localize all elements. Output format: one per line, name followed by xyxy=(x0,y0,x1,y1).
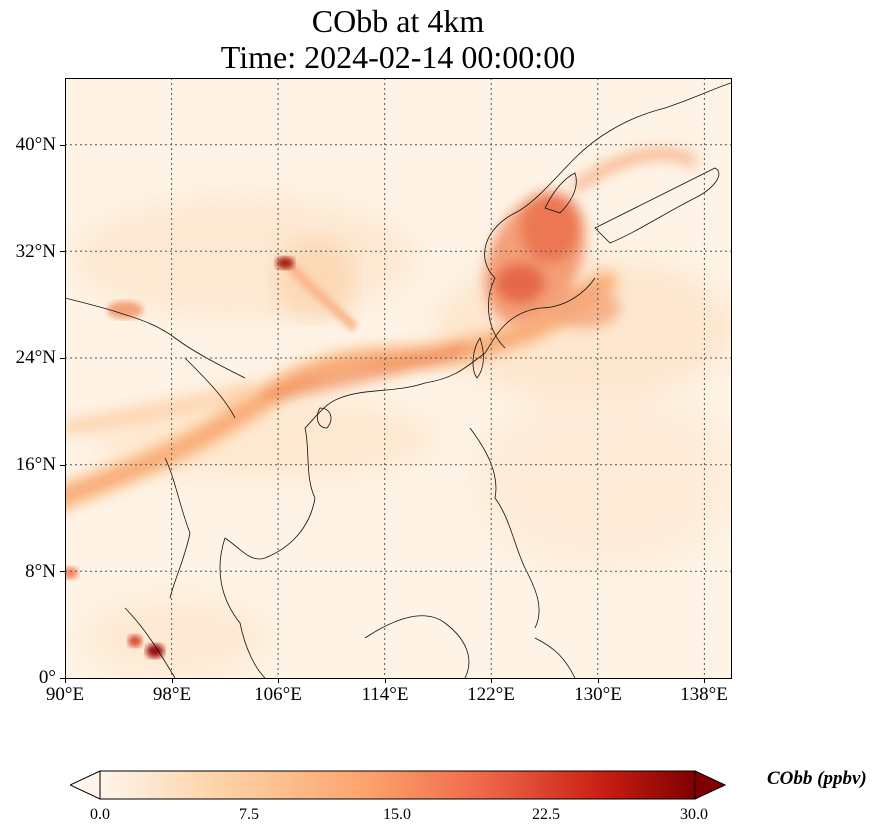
colorbar-tick-0: 0.0 xyxy=(90,806,110,823)
lat-tickmark xyxy=(60,251,65,252)
lon-tick-122e: 122°E xyxy=(467,684,515,705)
lon-tickmark xyxy=(385,678,386,683)
lat-tickmark xyxy=(60,465,65,466)
lon-tick-114e: 114°E xyxy=(361,684,409,705)
lat-tickmark xyxy=(60,145,65,146)
lat-tick-24n: 24°N xyxy=(15,347,56,368)
lon-tickmark xyxy=(65,678,66,683)
colorbar xyxy=(70,770,726,800)
colorbar-tick-30: 30.0 xyxy=(680,806,708,823)
lat-tickmark xyxy=(60,678,65,679)
lat-tick-0: 0° xyxy=(38,667,56,688)
lat-tickmark xyxy=(60,571,65,572)
colorbar-tick-22-5: 22.5 xyxy=(532,806,560,823)
lon-tickmark xyxy=(704,678,705,683)
lon-tick-106e: 106°E xyxy=(254,684,302,705)
korea-plume xyxy=(484,147,699,328)
colorbar-extend-min xyxy=(70,770,101,800)
lon-tick-98e: 98°E xyxy=(152,684,192,705)
lon-tickmark xyxy=(598,678,599,683)
colorbar-tick-7-5: 7.5 xyxy=(239,806,259,823)
colorbar-tick-15: 15.0 xyxy=(383,806,411,823)
lat-tick-8n: 8°N xyxy=(25,561,56,582)
lon-tick-130e: 130°E xyxy=(574,684,622,705)
lat-tickmark xyxy=(60,358,65,359)
lon-tickmark xyxy=(172,678,173,683)
hotspot-south xyxy=(65,301,164,658)
hotspot-sichuan xyxy=(275,238,359,332)
lon-tick-138e: 138°E xyxy=(680,684,728,705)
concentration-map xyxy=(65,78,731,678)
title-line-2: Time: 2024-02-14 00:00:00 xyxy=(220,39,576,75)
lon-tick-90e: 90°E xyxy=(45,684,85,705)
lat-tick-40n: 40°N xyxy=(15,134,56,155)
lat-tick-32n: 32°N xyxy=(15,241,56,262)
colorbar-label: CObb (ppbv) xyxy=(767,768,867,789)
plume-band xyxy=(65,270,618,511)
lat-tick-16n: 16°N xyxy=(15,454,56,475)
title-line-1: CObb at 4km xyxy=(311,3,485,39)
lon-tickmark xyxy=(278,678,279,683)
lon-tickmark xyxy=(491,678,492,683)
colorbar-extend-max xyxy=(694,770,726,800)
gridlines xyxy=(65,78,731,678)
map-area xyxy=(65,78,731,678)
colorbar-gradient xyxy=(99,770,696,800)
coastlines xyxy=(65,82,731,678)
